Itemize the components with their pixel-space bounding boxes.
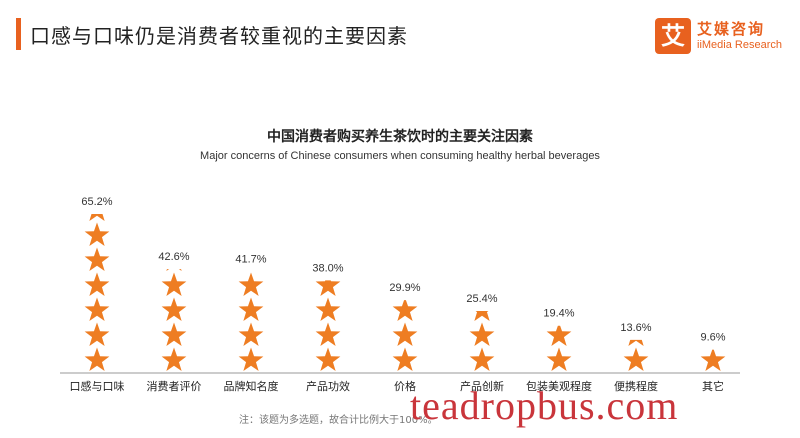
chart-title: 中国消费者购买养生茶饮时的主要关注因素 — [267, 129, 533, 145]
star-mark — [623, 347, 649, 372]
bar-2 — [161, 269, 187, 372]
bar-4 — [315, 280, 341, 372]
star-mark — [315, 347, 341, 372]
star-mark — [238, 347, 264, 372]
bar-5 — [392, 300, 418, 372]
category-label: 包装美观程度 — [526, 379, 592, 393]
category-label: 其它 — [702, 379, 724, 393]
star-mark — [84, 297, 110, 322]
star-mark — [161, 272, 187, 297]
data-label: 29.9% — [389, 282, 420, 294]
star-mark — [161, 347, 187, 372]
star-mark — [392, 347, 418, 372]
category-label: 消费者评价 — [147, 379, 202, 393]
star-mark — [84, 247, 110, 272]
logo-name-en: iiMedia Research — [697, 39, 782, 51]
watermark: teadropbus.com — [410, 383, 679, 428]
star-mark — [469, 322, 495, 347]
star-mark — [84, 322, 110, 347]
category-label: 价格 — [394, 379, 416, 393]
page-title: 口感与口味仍是消费者较重视的主要因素 — [30, 24, 408, 48]
title-accent-bar — [16, 18, 21, 50]
data-label: 13.6% — [620, 322, 651, 334]
data-label: 38.0% — [312, 262, 343, 274]
star-mark — [700, 349, 726, 372]
bar-3 — [238, 272, 264, 372]
star-mark — [392, 322, 418, 347]
star-mark — [238, 297, 264, 322]
bar-7 — [546, 325, 572, 372]
star-mark — [84, 272, 110, 297]
data-label: 9.6% — [700, 332, 725, 344]
logo-name-cn: 艾媒咨询 — [697, 20, 766, 38]
star-mark — [238, 272, 264, 297]
bar-1 — [84, 214, 110, 372]
category-label: 品牌知名度 — [224, 379, 279, 393]
data-label: 65.2% — [81, 196, 112, 208]
star-mark — [161, 322, 187, 347]
star-mark — [392, 300, 418, 322]
star-mark — [546, 325, 572, 347]
star-mark — [161, 297, 187, 322]
bar-9 — [700, 349, 726, 372]
category-label: 产品创新 — [460, 379, 504, 393]
star-mark — [315, 297, 341, 322]
data-label: 25.4% — [466, 293, 497, 305]
star-mark — [469, 347, 495, 372]
star-mark — [238, 322, 264, 347]
star-mark — [315, 280, 341, 297]
star-mark — [84, 347, 110, 372]
star-mark — [315, 322, 341, 347]
footnote: 注：该题为多选题，故合计比例大于100%。 — [239, 415, 438, 426]
star-mark — [84, 222, 110, 247]
data-label: 41.7% — [235, 253, 266, 265]
category-label: 产品功效 — [306, 379, 350, 393]
data-label: 19.4% — [543, 308, 574, 320]
data-label: 42.6% — [158, 251, 189, 263]
star-mark — [546, 347, 572, 372]
category-label: 便携程度 — [614, 379, 658, 393]
bar-6 — [469, 311, 495, 372]
brand-logo: 艾 艾媒咨询 iiMedia Research — [655, 18, 790, 58]
logo-icon: 艾 — [655, 18, 691, 54]
chart-subtitle: Major concerns of Chinese consumers when… — [200, 150, 600, 162]
category-label: 口感与口味 — [70, 380, 125, 393]
